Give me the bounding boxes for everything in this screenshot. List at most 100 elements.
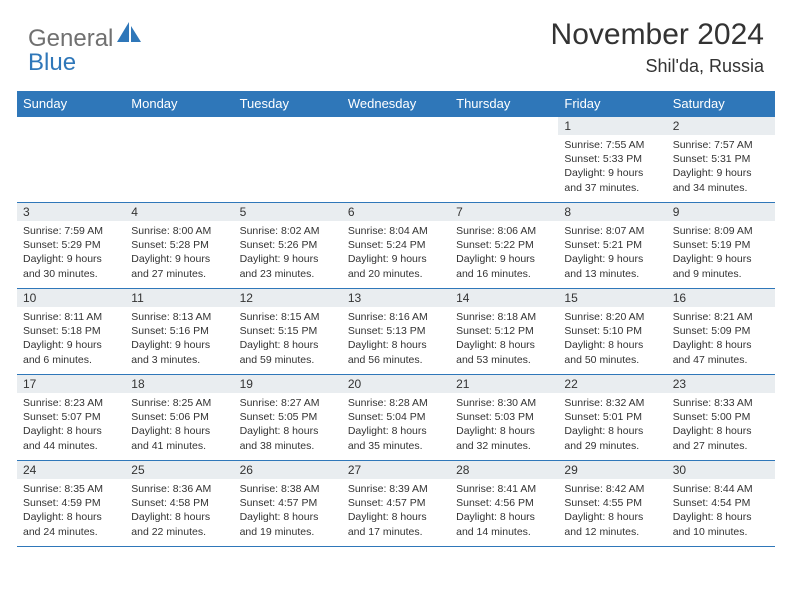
- sunset-text: Sunset: 5:22 PM: [456, 238, 552, 252]
- day-body: Sunrise: 8:38 AMSunset: 4:57 PMDaylight:…: [234, 479, 342, 543]
- calendar-row: 1Sunrise: 7:55 AMSunset: 5:33 PMDaylight…: [17, 117, 775, 203]
- sunset-text: Sunset: 5:04 PM: [348, 410, 444, 424]
- day-body: Sunrise: 8:33 AMSunset: 5:00 PMDaylight:…: [667, 393, 775, 457]
- day-body: Sunrise: 8:15 AMSunset: 5:15 PMDaylight:…: [234, 307, 342, 371]
- brand-word1: General: [28, 25, 113, 52]
- daylight-text: Daylight: 9 hours and 13 minutes.: [564, 252, 660, 280]
- day-body: Sunrise: 8:06 AMSunset: 5:22 PMDaylight:…: [450, 221, 558, 285]
- sunset-text: Sunset: 5:19 PM: [673, 238, 769, 252]
- daylight-text: Daylight: 9 hours and 27 minutes.: [131, 252, 227, 280]
- daylight-text: Daylight: 9 hours and 30 minutes.: [23, 252, 119, 280]
- day-number: 29: [558, 461, 666, 479]
- day-body: Sunrise: 8:00 AMSunset: 5:28 PMDaylight:…: [125, 221, 233, 285]
- day-number: 4: [125, 203, 233, 221]
- day-body: Sunrise: 8:20 AMSunset: 5:10 PMDaylight:…: [558, 307, 666, 371]
- sunset-text: Sunset: 5:15 PM: [240, 324, 336, 338]
- day-number: 28: [450, 461, 558, 479]
- day-number: 23: [667, 375, 775, 393]
- calendar-cell: 20Sunrise: 8:28 AMSunset: 5:04 PMDayligh…: [342, 375, 450, 461]
- day-number: 6: [342, 203, 450, 221]
- sunrise-text: Sunrise: 8:41 AM: [456, 482, 552, 496]
- sunrise-text: Sunrise: 8:38 AM: [240, 482, 336, 496]
- sunrise-text: Sunrise: 8:36 AM: [131, 482, 227, 496]
- daylight-text: Daylight: 9 hours and 20 minutes.: [348, 252, 444, 280]
- day-number: 9: [667, 203, 775, 221]
- sunset-text: Sunset: 5:09 PM: [673, 324, 769, 338]
- title-block: November 2024 Shil'da, Russia: [551, 18, 764, 77]
- day-number: 22: [558, 375, 666, 393]
- calendar-cell: 25Sunrise: 8:36 AMSunset: 4:58 PMDayligh…: [125, 461, 233, 547]
- calendar-table: SundayMondayTuesdayWednesdayThursdayFrid…: [17, 91, 775, 547]
- sunrise-text: Sunrise: 8:32 AM: [564, 396, 660, 410]
- daylight-text: Daylight: 8 hours and 32 minutes.: [456, 424, 552, 452]
- calendar-cell: 27Sunrise: 8:39 AMSunset: 4:57 PMDayligh…: [342, 461, 450, 547]
- day-number: 15: [558, 289, 666, 307]
- day-number: 26: [234, 461, 342, 479]
- day-number: 5: [234, 203, 342, 221]
- calendar-cell: 5Sunrise: 8:02 AMSunset: 5:26 PMDaylight…: [234, 203, 342, 289]
- daylight-text: Daylight: 9 hours and 9 minutes.: [673, 252, 769, 280]
- sunrise-text: Sunrise: 8:20 AM: [564, 310, 660, 324]
- sunset-text: Sunset: 5:24 PM: [348, 238, 444, 252]
- day-body: Sunrise: 7:57 AMSunset: 5:31 PMDaylight:…: [667, 135, 775, 199]
- sunset-text: Sunset: 4:58 PM: [131, 496, 227, 510]
- daylight-text: Daylight: 9 hours and 6 minutes.: [23, 338, 119, 366]
- weekday-header: Thursday: [450, 91, 558, 117]
- calendar-row: 10Sunrise: 8:11 AMSunset: 5:18 PMDayligh…: [17, 289, 775, 375]
- sunset-text: Sunset: 5:10 PM: [564, 324, 660, 338]
- calendar-cell: 12Sunrise: 8:15 AMSunset: 5:15 PMDayligh…: [234, 289, 342, 375]
- daylight-text: Daylight: 8 hours and 14 minutes.: [456, 510, 552, 538]
- day-number: 10: [17, 289, 125, 307]
- calendar-cell: 1Sunrise: 7:55 AMSunset: 5:33 PMDaylight…: [558, 117, 666, 203]
- sunrise-text: Sunrise: 8:25 AM: [131, 396, 227, 410]
- weekday-header: Friday: [558, 91, 666, 117]
- daylight-text: Daylight: 8 hours and 12 minutes.: [564, 510, 660, 538]
- brand-text: General Blue: [28, 18, 145, 75]
- sunrise-text: Sunrise: 8:39 AM: [348, 482, 444, 496]
- sunset-text: Sunset: 5:01 PM: [564, 410, 660, 424]
- sunset-text: Sunset: 5:06 PM: [131, 410, 227, 424]
- sunset-text: Sunset: 4:56 PM: [456, 496, 552, 510]
- sunrise-text: Sunrise: 8:09 AM: [673, 224, 769, 238]
- day-number: 30: [667, 461, 775, 479]
- day-body: Sunrise: 8:28 AMSunset: 5:04 PMDaylight:…: [342, 393, 450, 457]
- daylight-text: Daylight: 8 hours and 10 minutes.: [673, 510, 769, 538]
- header: General Blue November 2024 Shil'da, Russ…: [0, 0, 792, 83]
- calendar-cell: 4Sunrise: 8:00 AMSunset: 5:28 PMDaylight…: [125, 203, 233, 289]
- day-number: 17: [17, 375, 125, 393]
- calendar-cell: 2Sunrise: 7:57 AMSunset: 5:31 PMDaylight…: [667, 117, 775, 203]
- sunset-text: Sunset: 4:55 PM: [564, 496, 660, 510]
- calendar-cell: 26Sunrise: 8:38 AMSunset: 4:57 PMDayligh…: [234, 461, 342, 547]
- daylight-text: Daylight: 9 hours and 37 minutes.: [564, 166, 660, 194]
- calendar-body: 1Sunrise: 7:55 AMSunset: 5:33 PMDaylight…: [17, 117, 775, 547]
- sunset-text: Sunset: 4:59 PM: [23, 496, 119, 510]
- sunset-text: Sunset: 5:16 PM: [131, 324, 227, 338]
- day-number: 7: [450, 203, 558, 221]
- sunrise-text: Sunrise: 8:07 AM: [564, 224, 660, 238]
- sunset-text: Sunset: 5:21 PM: [564, 238, 660, 252]
- sunset-text: Sunset: 4:57 PM: [348, 496, 444, 510]
- calendar-cell: [450, 117, 558, 203]
- brand-word2: Blue: [28, 51, 145, 75]
- day-body: Sunrise: 8:11 AMSunset: 5:18 PMDaylight:…: [17, 307, 125, 371]
- weekday-header: Wednesday: [342, 91, 450, 117]
- sunset-text: Sunset: 5:33 PM: [564, 152, 660, 166]
- weekday-header: Tuesday: [234, 91, 342, 117]
- calendar-cell: 24Sunrise: 8:35 AMSunset: 4:59 PMDayligh…: [17, 461, 125, 547]
- day-number: 24: [17, 461, 125, 479]
- sunset-text: Sunset: 5:07 PM: [23, 410, 119, 424]
- day-number: 3: [17, 203, 125, 221]
- day-body: Sunrise: 8:02 AMSunset: 5:26 PMDaylight:…: [234, 221, 342, 285]
- calendar-cell: 23Sunrise: 8:33 AMSunset: 5:00 PMDayligh…: [667, 375, 775, 461]
- day-body: Sunrise: 8:07 AMSunset: 5:21 PMDaylight:…: [558, 221, 666, 285]
- location: Shil'da, Russia: [551, 56, 764, 77]
- day-body: Sunrise: 8:18 AMSunset: 5:12 PMDaylight:…: [450, 307, 558, 371]
- calendar-head: SundayMondayTuesdayWednesdayThursdayFrid…: [17, 91, 775, 117]
- day-number: 12: [234, 289, 342, 307]
- calendar-cell: 16Sunrise: 8:21 AMSunset: 5:09 PMDayligh…: [667, 289, 775, 375]
- day-number: 13: [342, 289, 450, 307]
- daylight-text: Daylight: 8 hours and 19 minutes.: [240, 510, 336, 538]
- day-body: Sunrise: 8:23 AMSunset: 5:07 PMDaylight:…: [17, 393, 125, 457]
- day-body: Sunrise: 8:25 AMSunset: 5:06 PMDaylight:…: [125, 393, 233, 457]
- day-number: 20: [342, 375, 450, 393]
